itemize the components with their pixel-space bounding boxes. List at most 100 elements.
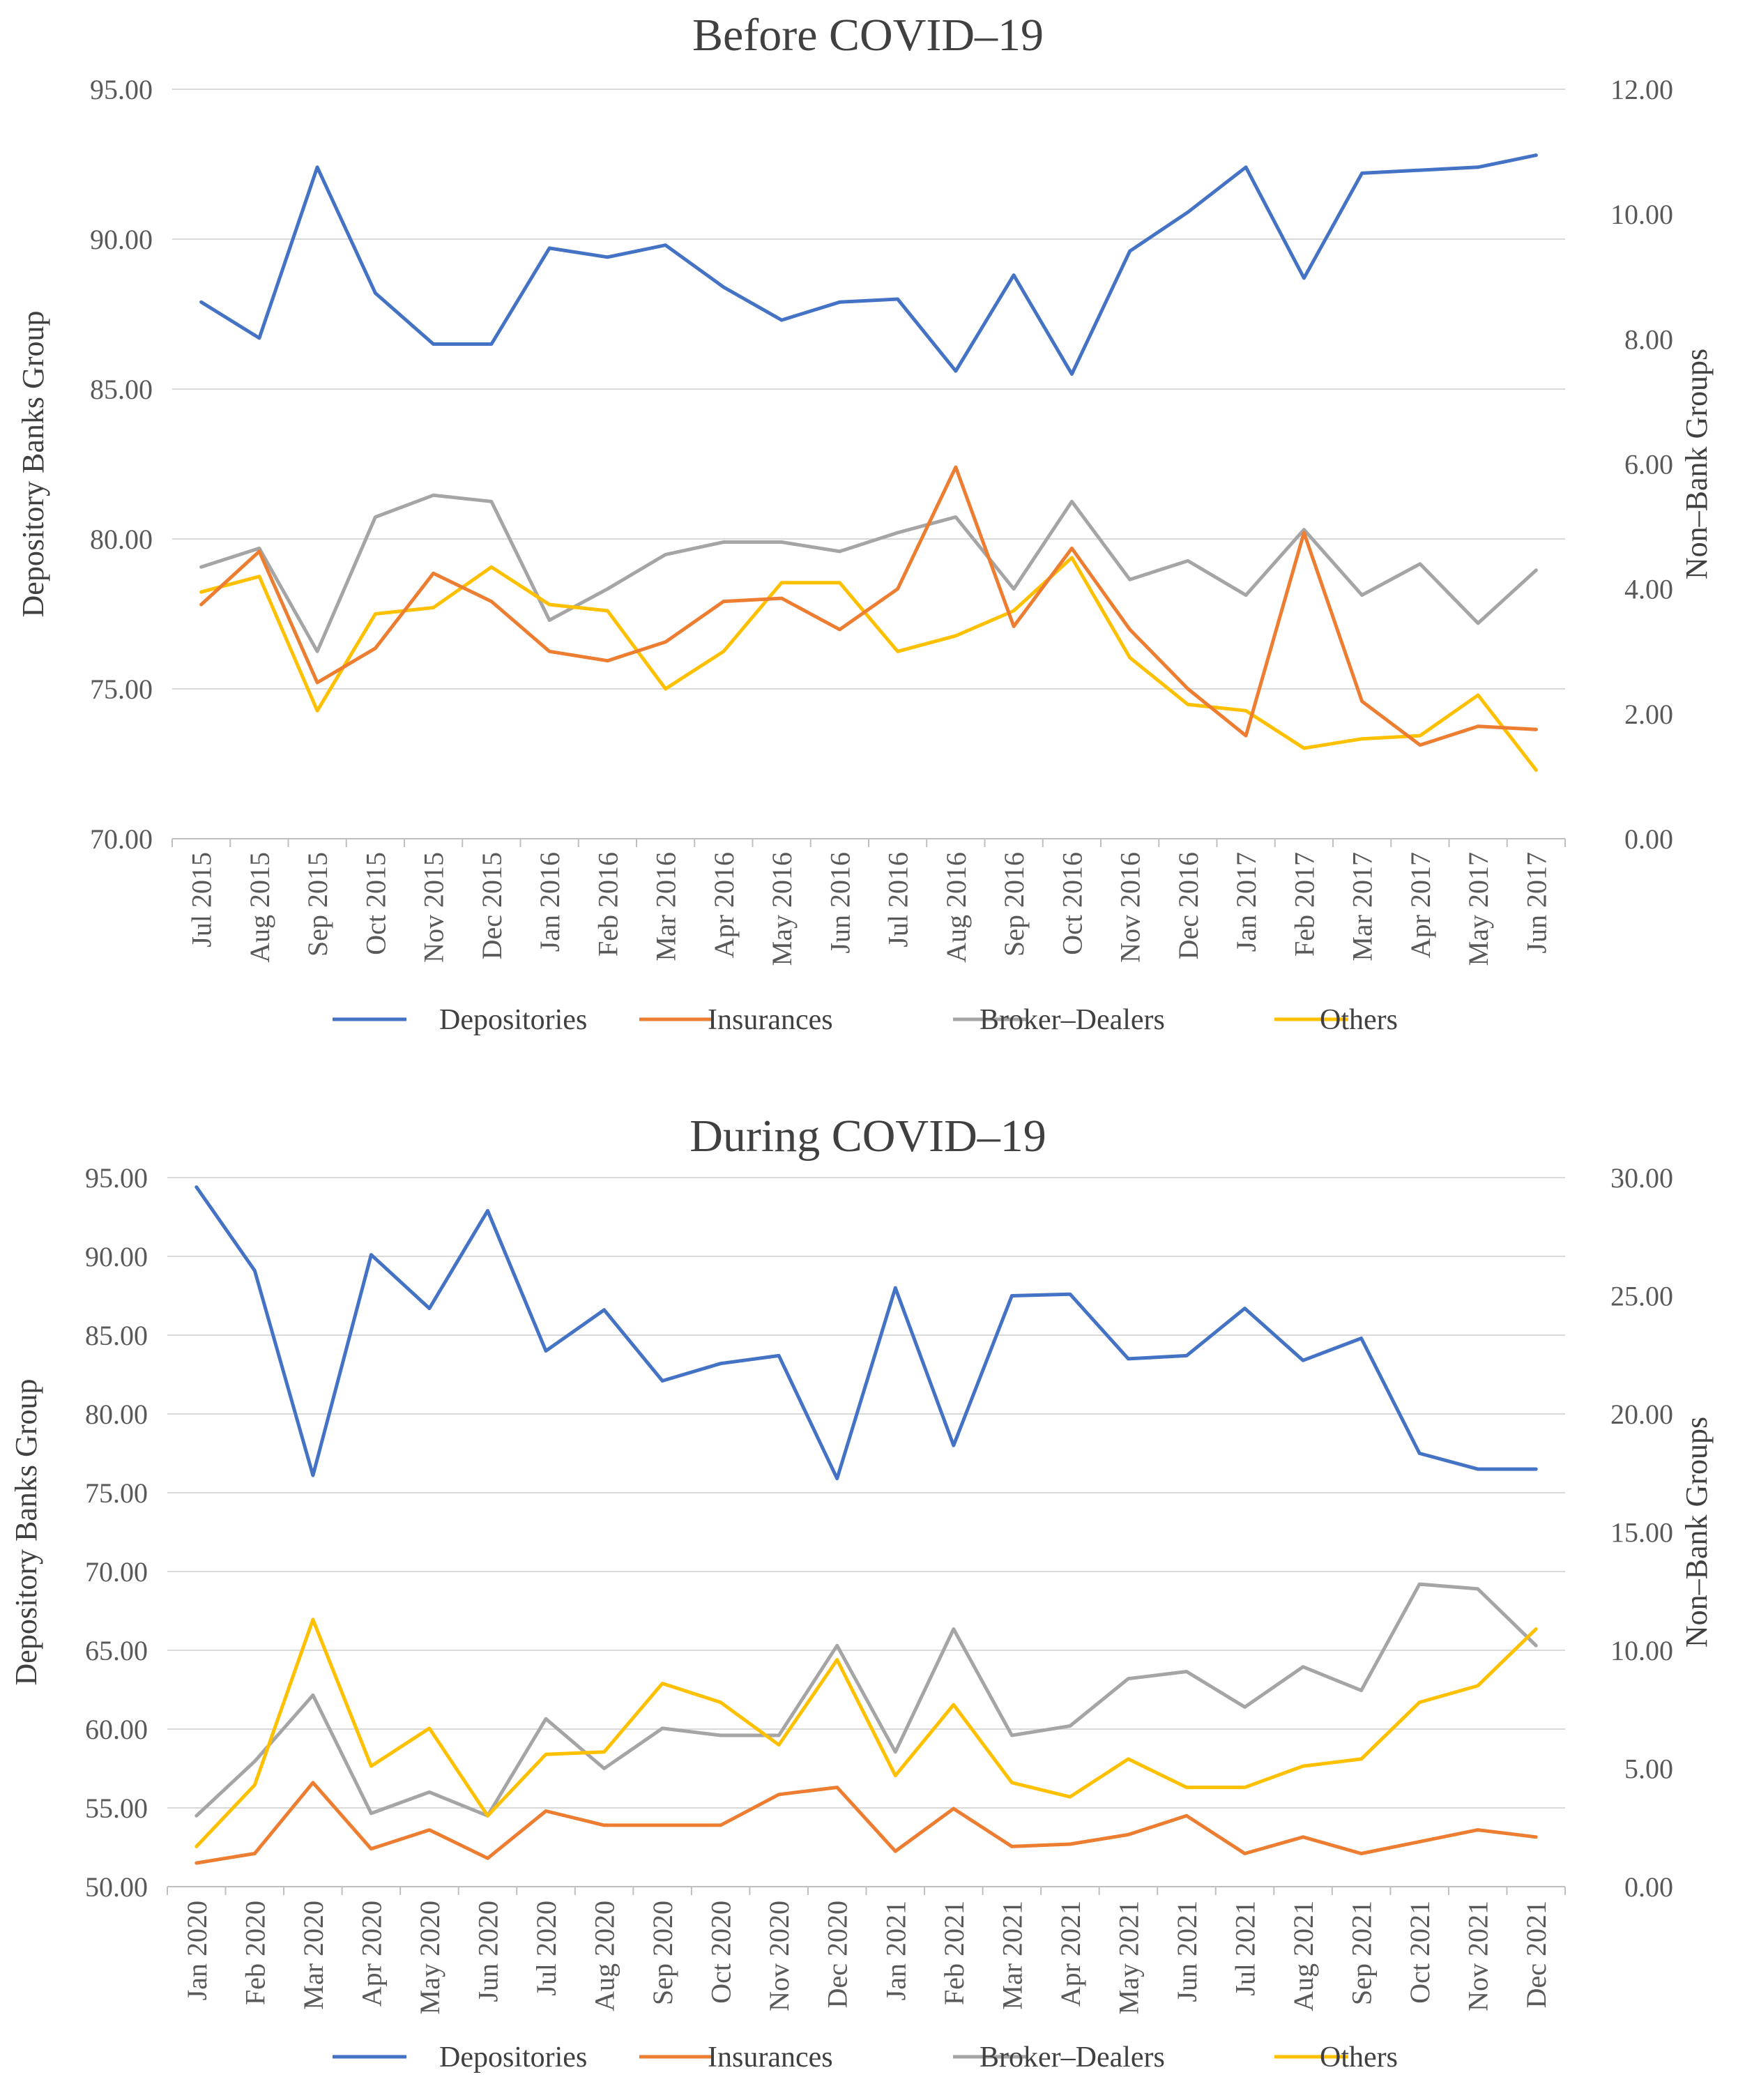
x-tick-label: Jun 2017	[1521, 852, 1552, 954]
x-tick-label: Dec 2015	[476, 852, 508, 959]
x-tick-label: Aug 2015	[244, 852, 275, 963]
y2-tick-label: 30.00	[1610, 1162, 1673, 1194]
x-tick-label: Mar 2021	[996, 1901, 1028, 2010]
x-tick-label: Jun 2016	[824, 852, 855, 954]
y-tick-label: 65.00	[85, 1635, 148, 1666]
y-tick-label: 95.00	[85, 1162, 148, 1194]
x-tick-label: Jun 2021	[1171, 1901, 1203, 2002]
y2-tick-label: 10.00	[1610, 199, 1673, 230]
x-tick-label: Jan 2021	[880, 1901, 911, 2000]
y2-tick-label: 0.00	[1624, 1871, 1673, 1903]
x-tick-label: Oct 2015	[360, 852, 391, 955]
y-tick-label: 75.00	[90, 674, 153, 705]
y-tick-label: 80.00	[90, 524, 153, 555]
x-tick-label: Dec 2021	[1521, 1901, 1552, 2008]
x-tick-label: Apr 2021	[1055, 1901, 1086, 2007]
x-tick-label: Aug 2016	[940, 852, 972, 963]
legend-label-insurances: Insurances	[708, 2041, 833, 2074]
chart-title: During COVID–19	[689, 1111, 1046, 1162]
x-tick-label: May 2017	[1463, 852, 1494, 966]
y2-axis-title: Non–Bank Groups	[1679, 1417, 1714, 1648]
y2-tick-label: 20.00	[1610, 1399, 1673, 1430]
x-tick-label: Jul 2021	[1230, 1901, 1261, 1996]
x-tick-label: Jul 2020	[531, 1901, 562, 1996]
legend-label-broker-dealers: Broker–Dealers	[980, 2041, 1165, 2074]
y2-tick-label: 4.00	[1624, 574, 1673, 605]
y-tick-label: 70.00	[85, 1556, 148, 1588]
chart-during-covid-svg: During COVID–19 50.00 55.00 60.00 65.00 70.00…	[9, 1111, 1714, 2074]
y-tick-label: 90.00	[85, 1241, 148, 1272]
chart-title: Before COVID–19	[692, 10, 1044, 61]
x-tick-label: Nov 2021	[1463, 1901, 1494, 2011]
x-tick-label: Sep 2015	[302, 852, 333, 957]
x-tick-label: Feb 2016	[592, 852, 623, 957]
series-line-others	[199, 556, 1538, 772]
y2-tick-label: 6.00	[1624, 449, 1673, 480]
legend-label-others: Others	[1320, 2041, 1398, 2074]
y-tick-label: 85.00	[90, 374, 153, 405]
x-tick-label: Sep 2016	[998, 852, 1030, 957]
x-tick-label: Feb 2017	[1288, 852, 1320, 957]
series-line-broker-dealers	[199, 493, 1538, 653]
series-line-depositories	[195, 1185, 1538, 1481]
series-line-broker-dealers	[195, 1582, 1538, 1818]
x-tick-label: Aug 2020	[589, 1901, 620, 2011]
y-tick-label: 85.00	[85, 1320, 148, 1351]
x-tick-label: Jan 2017	[1230, 852, 1262, 952]
legend-label-insurances: Insurances	[708, 1004, 833, 1036]
y-tick-label: 50.00	[85, 1871, 148, 1903]
x-tick-label: Jul 2016	[883, 852, 914, 948]
x-tick-label: Oct 2020	[706, 1901, 737, 2004]
y-tick-label: 90.00	[90, 224, 153, 255]
legend-label-depositories: Depositories	[439, 1004, 587, 1036]
y2-tick-label: 2.00	[1624, 699, 1673, 730]
x-tick-label: Apr 2017	[1405, 852, 1436, 958]
x-tick-label: Dec 2020	[822, 1901, 853, 2008]
series-line-insurances	[199, 465, 1538, 747]
x-tick-label: Feb 2020	[239, 1901, 270, 2005]
y-axis-title: Depository Banks Group	[16, 311, 50, 618]
series-line-others	[195, 1618, 1538, 1848]
x-tick-label: Apr 2016	[708, 852, 740, 958]
y-tick-label: 55.00	[85, 1793, 148, 1824]
x-tick-label: Sep 2021	[1346, 1901, 1378, 2005]
series-line-insurances	[195, 1781, 1538, 1865]
x-tick-label: Dec 2016	[1173, 852, 1204, 959]
x-tick-label: Nov 2020	[763, 1901, 795, 2011]
legend-label-depositories: Depositories	[439, 2041, 587, 2074]
x-tick-label: Jan 2020	[181, 1901, 213, 2000]
series-line-depositories	[199, 153, 1538, 376]
x-tick-label: May 2020	[414, 1901, 445, 2014]
y2-tick-label: 8.00	[1624, 324, 1673, 355]
x-tick-label: Jan 2016	[534, 852, 565, 952]
x-tick-label: Nov 2016	[1115, 852, 1146, 963]
x-tick-label: Feb 2021	[938, 1901, 970, 2005]
x-tick-label: Aug 2021	[1288, 1901, 1319, 2011]
x-tick-label: Jul 2015	[186, 852, 218, 948]
x-tick-label: Mar 2017	[1347, 852, 1378, 961]
y2-tick-label: 25.00	[1610, 1281, 1673, 1312]
x-tick-label: Mar 2016	[650, 852, 682, 961]
y2-tick-label: 15.00	[1610, 1517, 1673, 1549]
x-tick-label: Oct 2021	[1404, 1901, 1435, 2004]
y-tick-label: 75.00	[85, 1477, 148, 1509]
legend-label-broker-dealers: Broker–Dealers	[980, 1004, 1165, 1036]
x-tick-label: Apr 2020	[356, 1901, 387, 2007]
y-tick-label: 70.00	[90, 823, 153, 855]
y-tick-label: 60.00	[85, 1714, 148, 1745]
y2-tick-label: 0.00	[1624, 823, 1673, 855]
y2-axis-title: Non–Bank Groups	[1679, 349, 1714, 579]
x-tick-label: Oct 2016	[1056, 852, 1088, 955]
y-axis-title: Depository Banks Group	[9, 1379, 43, 1686]
x-tick-label: Nov 2015	[418, 852, 450, 963]
y-tick-label: 95.00	[90, 74, 153, 105]
chart-during-covid: During COVID–19 50.00 55.00 60.00 65.00 70.00…	[0, 1050, 1745, 2100]
y-tick-label: 80.00	[85, 1399, 148, 1430]
legend-label-others: Others	[1320, 1004, 1398, 1036]
x-tick-label: Jun 2020	[472, 1901, 503, 2002]
chart-before-covid: Before COVID–19 70.00 75.00 80.00 85.00 90.00…	[16, 10, 1714, 1036]
y2-tick-label: 5.00	[1624, 1753, 1673, 1785]
y2-tick-label: 10.00	[1610, 1635, 1673, 1666]
x-tick-label: May 2021	[1113, 1901, 1144, 2014]
chart-before-covid-svg: Before COVID–19 70.00 75.00 80.00 85.00 90.00…	[16, 10, 1714, 1036]
